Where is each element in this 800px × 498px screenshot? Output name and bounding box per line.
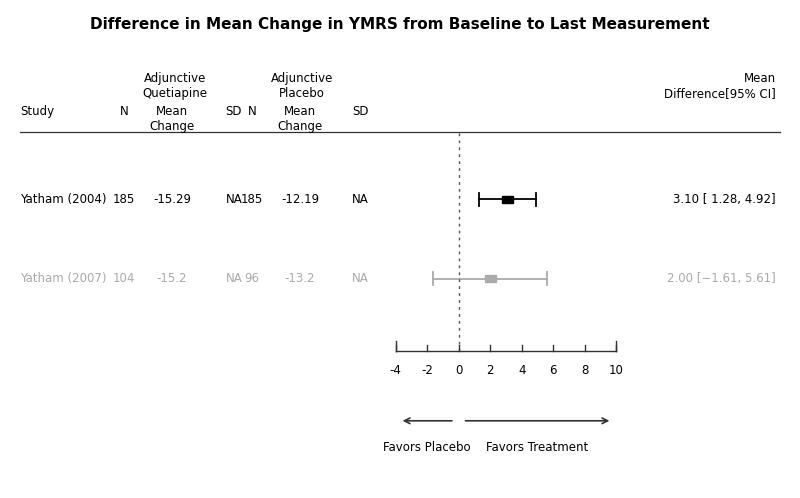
Text: Adjunctive
Quetiapine: Adjunctive Quetiapine (142, 72, 207, 100)
Text: 6: 6 (550, 364, 557, 376)
Text: 10: 10 (609, 364, 624, 376)
Text: Difference in Mean Change in YMRS from Baseline to Last Measurement: Difference in Mean Change in YMRS from B… (90, 17, 710, 32)
Text: -15.29: -15.29 (153, 193, 191, 206)
Text: 3.10 [ 1.28, 4.92]: 3.10 [ 1.28, 4.92] (674, 193, 776, 206)
Text: 8: 8 (581, 364, 589, 376)
Text: 0: 0 (455, 364, 462, 376)
Text: NA: NA (226, 272, 242, 285)
Text: Mean
Difference[95% CI]: Mean Difference[95% CI] (664, 72, 776, 100)
Text: 4: 4 (518, 364, 526, 376)
Text: 185: 185 (241, 193, 263, 206)
Text: NA: NA (352, 193, 369, 206)
Text: Favors Treatment: Favors Treatment (486, 441, 589, 454)
Text: 185: 185 (113, 193, 135, 206)
Text: Study: Study (20, 105, 54, 118)
Text: NA: NA (352, 272, 369, 285)
Text: 104: 104 (113, 272, 135, 285)
Text: N: N (120, 105, 128, 118)
Text: Adjunctive
Placebo: Adjunctive Placebo (271, 72, 333, 100)
Text: Yatham (2004): Yatham (2004) (20, 193, 106, 206)
Text: SD: SD (226, 105, 242, 118)
Text: -2: -2 (422, 364, 433, 376)
Text: Mean
Change: Mean Change (278, 105, 322, 132)
Bar (485, 275, 496, 282)
Text: Mean
Change: Mean Change (150, 105, 194, 132)
Text: N: N (248, 105, 256, 118)
Text: -15.2: -15.2 (157, 272, 187, 285)
Text: SD: SD (352, 105, 369, 118)
Text: NA: NA (226, 193, 242, 206)
Text: Yatham (2007): Yatham (2007) (20, 272, 106, 285)
Text: 96: 96 (245, 272, 259, 285)
Text: 2: 2 (486, 364, 494, 376)
Text: -13.2: -13.2 (285, 272, 315, 285)
Text: 2.00 [−1.61, 5.61]: 2.00 [−1.61, 5.61] (667, 272, 776, 285)
Text: Favors Placebo: Favors Placebo (383, 441, 471, 454)
Text: -4: -4 (390, 364, 402, 376)
Bar (502, 196, 513, 203)
Text: -12.19: -12.19 (281, 193, 319, 206)
